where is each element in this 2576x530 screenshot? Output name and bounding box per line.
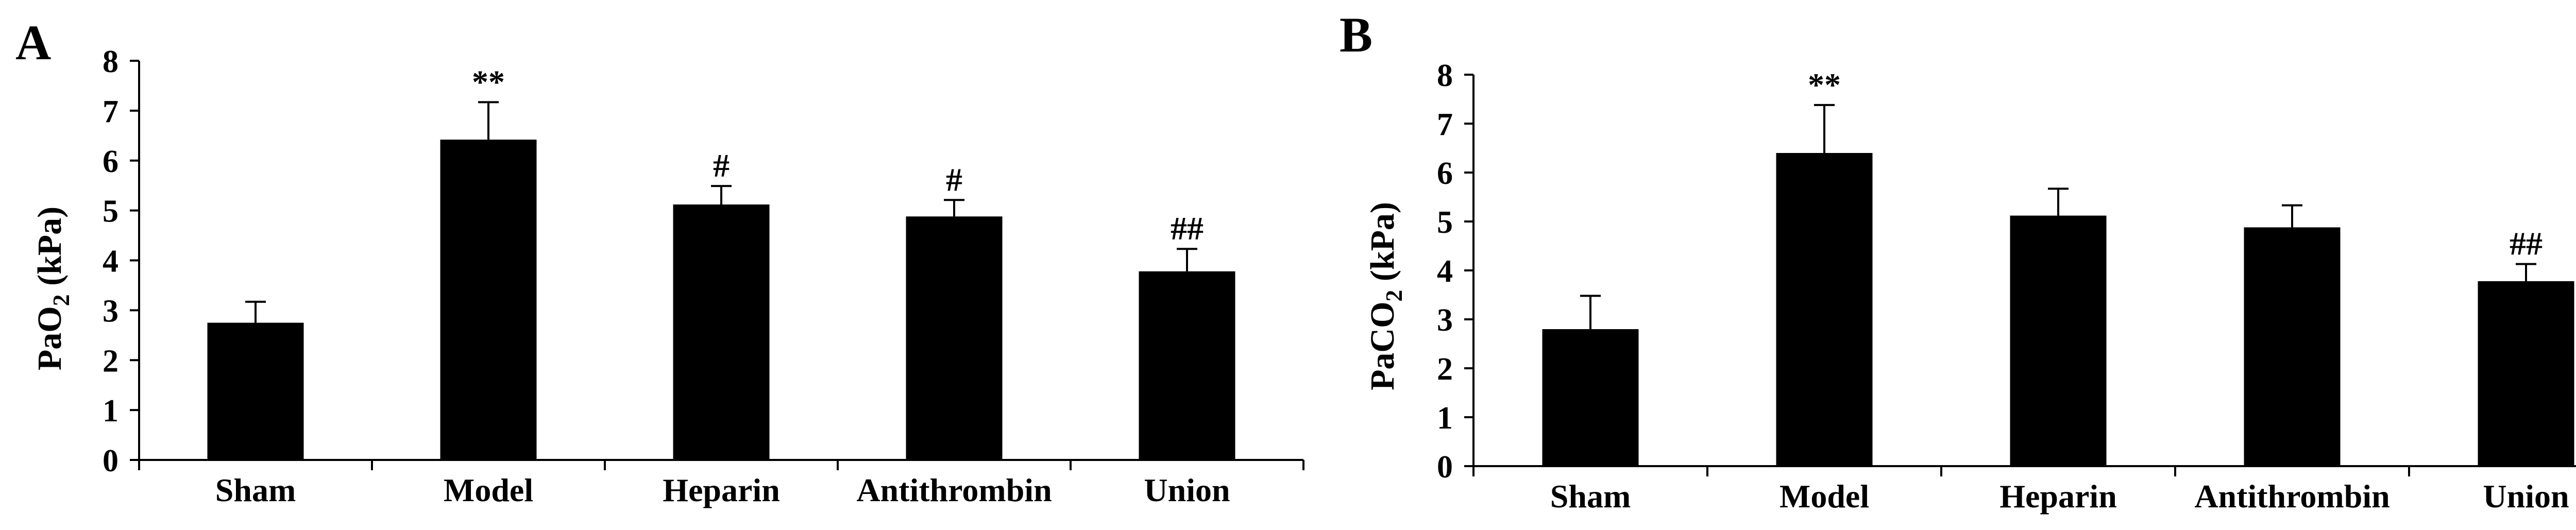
x-tick-label: Model <box>444 472 533 508</box>
y-tick-label: 1 <box>1437 401 1453 436</box>
y-axis-label-main: PaCO <box>1364 302 1401 390</box>
x-tick-label: Antithrombin <box>856 472 1052 508</box>
y-tick-label: 0 <box>103 443 118 478</box>
x-tick-label: Union <box>1144 472 1230 508</box>
bar <box>2478 281 2574 466</box>
y-tick-label: 4 <box>103 244 118 279</box>
bar <box>2010 215 2107 466</box>
significance-annotation: ** <box>1808 66 1841 103</box>
y-tick-label: 6 <box>103 144 118 179</box>
y-axis-label-subscript: 2 <box>1381 290 1407 302</box>
x-tick-label: Heparin <box>1999 478 2117 515</box>
bars: ** ## <box>1542 66 2574 466</box>
y-tick-label: 7 <box>1437 107 1453 142</box>
significance-annotation: # <box>946 161 962 198</box>
bar <box>1139 271 1235 460</box>
y-tick-label: 5 <box>103 194 118 229</box>
y-tick-label: 8 <box>103 44 118 79</box>
significance-annotation: ## <box>2510 226 2543 262</box>
y-tick-label: 7 <box>103 94 118 129</box>
bar <box>2244 227 2341 466</box>
bar <box>673 204 770 460</box>
bar <box>207 322 304 460</box>
x-tick-label: Heparin <box>663 472 780 508</box>
x-tick-label: Model <box>1780 478 1869 515</box>
significance-annotation: ** <box>472 63 505 100</box>
y-ticks: 0 1 2 3 4 5 6 7 8 <box>103 44 139 478</box>
y-tick-label: 2 <box>1437 352 1453 387</box>
bar <box>1542 329 1639 466</box>
y-ticks: 0 1 2 3 4 5 6 7 8 <box>1437 58 1473 485</box>
y-axis-label: PaCO2 (kPa) <box>1364 202 1407 390</box>
y-axis-label-unit: (kPa) <box>1364 202 1401 289</box>
y-axis-label-subscript: 2 <box>48 294 74 306</box>
significance-annotation: ## <box>1171 210 1204 247</box>
panel-label: A <box>15 15 51 70</box>
panel-label: B <box>1340 7 1372 62</box>
x-tick-label: Sham <box>1550 478 1631 515</box>
x-tick-labels: Sham Model Heparin Antithrombin Union <box>215 472 1230 508</box>
y-axis-label: PaO2 (kPa) <box>31 207 74 370</box>
y-axis-label-unit: (kPa) <box>31 207 69 294</box>
bar <box>1776 153 1873 466</box>
bars: **# ### <box>207 63 1235 460</box>
bar <box>440 140 537 460</box>
x-tick-label: Union <box>2483 478 2569 515</box>
bar <box>906 216 1003 460</box>
y-tick-label: 2 <box>103 344 118 379</box>
y-tick-label: 1 <box>103 394 118 429</box>
x-tick-labels: Sham Model Heparin Antithrombin Union <box>1550 478 2569 515</box>
y-tick-label: 5 <box>1437 205 1453 240</box>
significance-annotation: # <box>713 147 730 184</box>
y-tick-label: 4 <box>1437 254 1453 289</box>
y-tick-label: 3 <box>103 294 118 329</box>
y-tick-label: 0 <box>1437 450 1453 485</box>
y-tick-label: 8 <box>1437 58 1453 93</box>
y-tick-label: 3 <box>1437 303 1453 338</box>
x-tick-label: Antithrombin <box>2194 478 2389 515</box>
y-tick-label: 6 <box>1437 156 1453 191</box>
x-tick-label: Sham <box>215 472 296 508</box>
y-axis-label-main: PaO <box>31 306 69 370</box>
